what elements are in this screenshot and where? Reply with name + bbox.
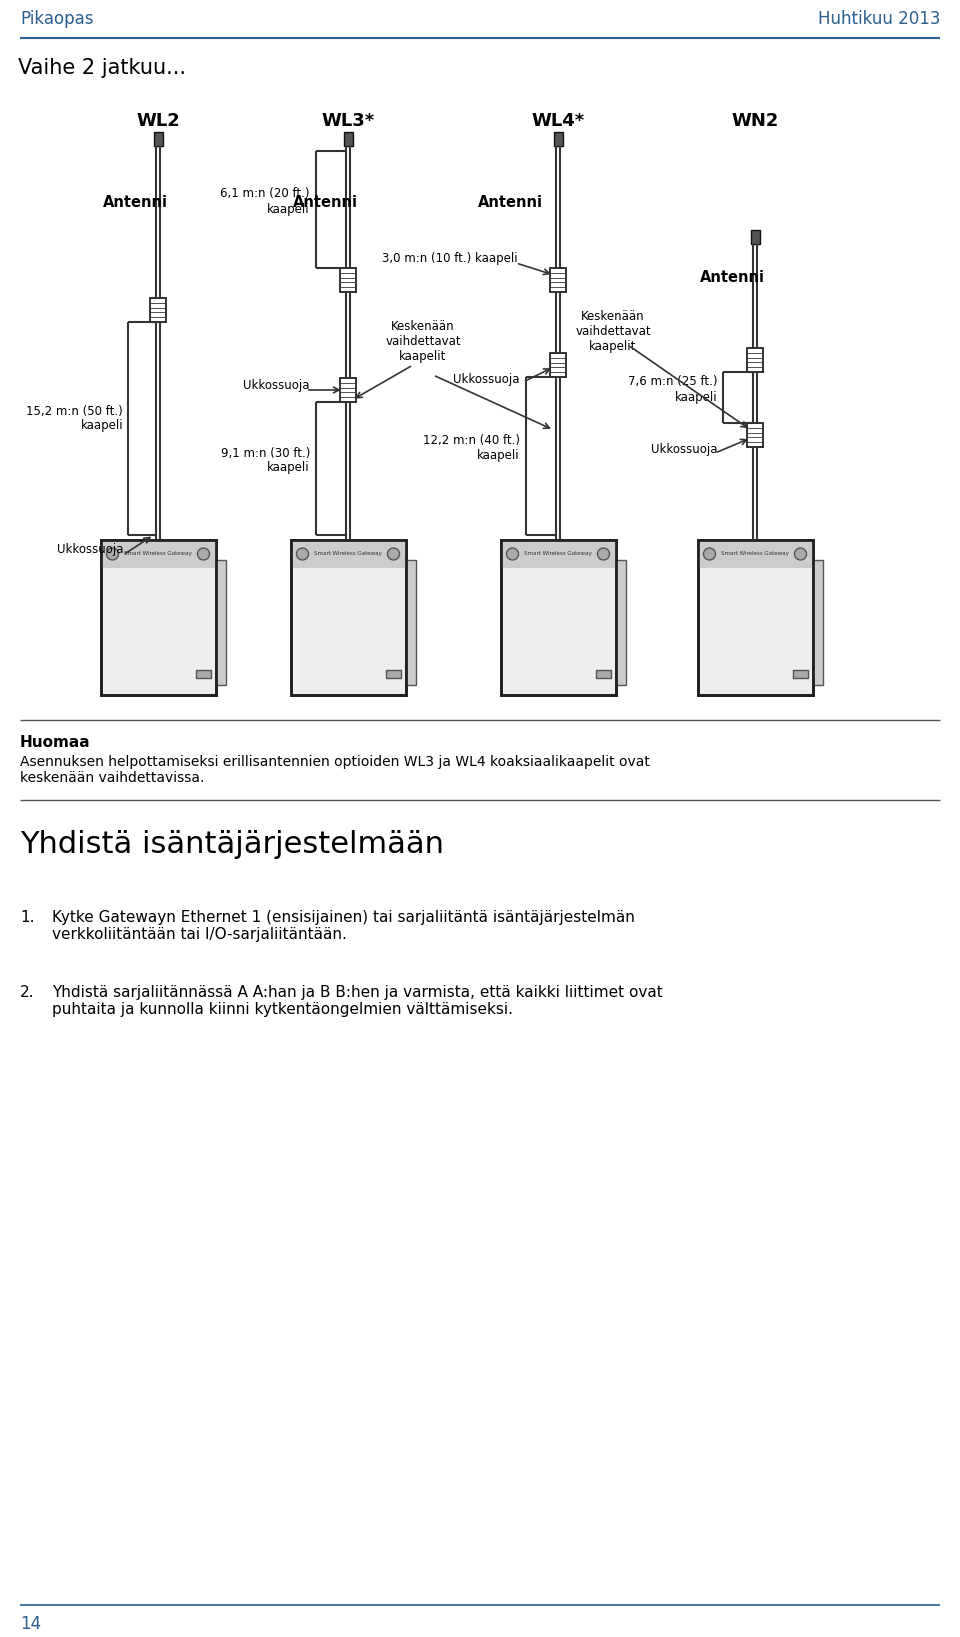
Bar — [154, 133, 162, 146]
Text: Smart Wireless Gateway: Smart Wireless Gateway — [721, 552, 789, 557]
Text: WL4*: WL4* — [532, 111, 585, 129]
Circle shape — [704, 548, 715, 560]
Text: Keskenään
vaihdettavat
kaapelit: Keskenään vaihdettavat kaapelit — [575, 309, 651, 354]
Bar — [101, 540, 215, 568]
Text: 7,6 m:n (25 ft.)
kaapeli: 7,6 m:n (25 ft.) kaapeli — [628, 375, 717, 403]
Bar — [386, 670, 400, 678]
Bar — [500, 540, 615, 696]
Text: 3,0 m:n (10 ft.) kaapeli: 3,0 m:n (10 ft.) kaapeli — [382, 252, 518, 265]
Text: Yhdistä isäntäjärjestelmään: Yhdistä isäntäjärjestelmään — [20, 830, 444, 859]
Bar — [340, 378, 356, 403]
Text: Antenni: Antenni — [103, 195, 168, 210]
Text: Keskenään
vaihdettavat
kaapelit: Keskenään vaihdettavat kaapelit — [385, 319, 461, 363]
Text: 9,1 m:n (30 ft.)
kaapeli: 9,1 m:n (30 ft.) kaapeli — [221, 447, 310, 475]
Text: 2.: 2. — [20, 985, 35, 1000]
Bar — [698, 540, 812, 568]
Text: Asennuksen helpottamiseksi erillisantennien optioiden WL3 ja WL4 koaksiaalikaape: Asennuksen helpottamiseksi erillisantenn… — [20, 755, 650, 786]
Bar — [595, 670, 611, 678]
Bar — [793, 670, 807, 678]
Circle shape — [198, 548, 209, 560]
Bar — [812, 560, 823, 684]
Circle shape — [388, 548, 399, 560]
Bar — [751, 231, 759, 244]
Bar — [215, 560, 226, 684]
Bar — [344, 133, 352, 146]
Text: 15,2 m:n (50 ft.)
kaapeli: 15,2 m:n (50 ft.) kaapeli — [26, 404, 123, 432]
Bar — [550, 354, 566, 377]
Bar — [615, 560, 626, 684]
Text: Yhdistä sarjaliitännässä A A:han ja B B:hen ja varmista, että kaikki liittimet o: Yhdistä sarjaliitännässä A A:han ja B B:… — [52, 985, 662, 1018]
Bar — [550, 268, 566, 291]
Text: Antenni: Antenni — [478, 195, 543, 210]
Text: Antenni: Antenni — [700, 270, 765, 285]
Text: Ukkossuoja: Ukkossuoja — [244, 378, 310, 391]
Bar — [150, 298, 166, 322]
Bar — [405, 560, 416, 684]
Text: 6,1 m:n (20 ft.)
kaapeli: 6,1 m:n (20 ft.) kaapeli — [221, 188, 310, 216]
Bar — [340, 268, 356, 291]
Text: Huhtikuu 2013: Huhtikuu 2013 — [818, 10, 940, 28]
Circle shape — [107, 548, 118, 560]
Circle shape — [297, 548, 308, 560]
Bar — [747, 349, 763, 372]
Text: Kytke Gatewayn Ethernet 1 (ensisijainen) tai sarjaliitäntä isäntäjärjestelmän
ve: Kytke Gatewayn Ethernet 1 (ensisijainen)… — [52, 910, 635, 943]
Bar — [500, 540, 615, 696]
Bar — [101, 540, 215, 696]
Text: Pikaopas: Pikaopas — [20, 10, 93, 28]
Text: 14: 14 — [20, 1616, 41, 1634]
Bar — [291, 540, 405, 568]
Bar — [698, 540, 812, 696]
Text: Huomaa: Huomaa — [20, 735, 90, 750]
Bar — [291, 540, 405, 696]
Text: Smart Wireless Gateway: Smart Wireless Gateway — [524, 552, 592, 557]
Text: WL2: WL2 — [136, 111, 180, 129]
Circle shape — [507, 548, 518, 560]
Text: Ukkossuoja: Ukkossuoja — [453, 373, 520, 386]
Bar — [554, 133, 563, 146]
Text: WL3*: WL3* — [322, 111, 374, 129]
Text: 1.: 1. — [20, 910, 35, 925]
Text: Ukkossuoja: Ukkossuoja — [57, 543, 123, 557]
Text: Ukkossuoja: Ukkossuoja — [651, 444, 717, 457]
Text: Antenni: Antenni — [293, 195, 358, 210]
Bar — [101, 540, 215, 696]
Text: Smart Wireless Gateway: Smart Wireless Gateway — [124, 552, 192, 557]
Text: 12,2 m:n (40 ft.)
kaapeli: 12,2 m:n (40 ft.) kaapeli — [423, 434, 520, 462]
Text: Smart Wireless Gateway: Smart Wireless Gateway — [314, 552, 382, 557]
Bar — [698, 540, 812, 696]
Bar — [500, 540, 615, 568]
Circle shape — [597, 548, 610, 560]
Bar — [747, 422, 763, 447]
Bar — [196, 670, 210, 678]
Circle shape — [795, 548, 806, 560]
Bar — [291, 540, 405, 696]
Text: Vaihe 2 jatkuu...: Vaihe 2 jatkuu... — [18, 57, 186, 79]
Text: WN2: WN2 — [732, 111, 779, 129]
